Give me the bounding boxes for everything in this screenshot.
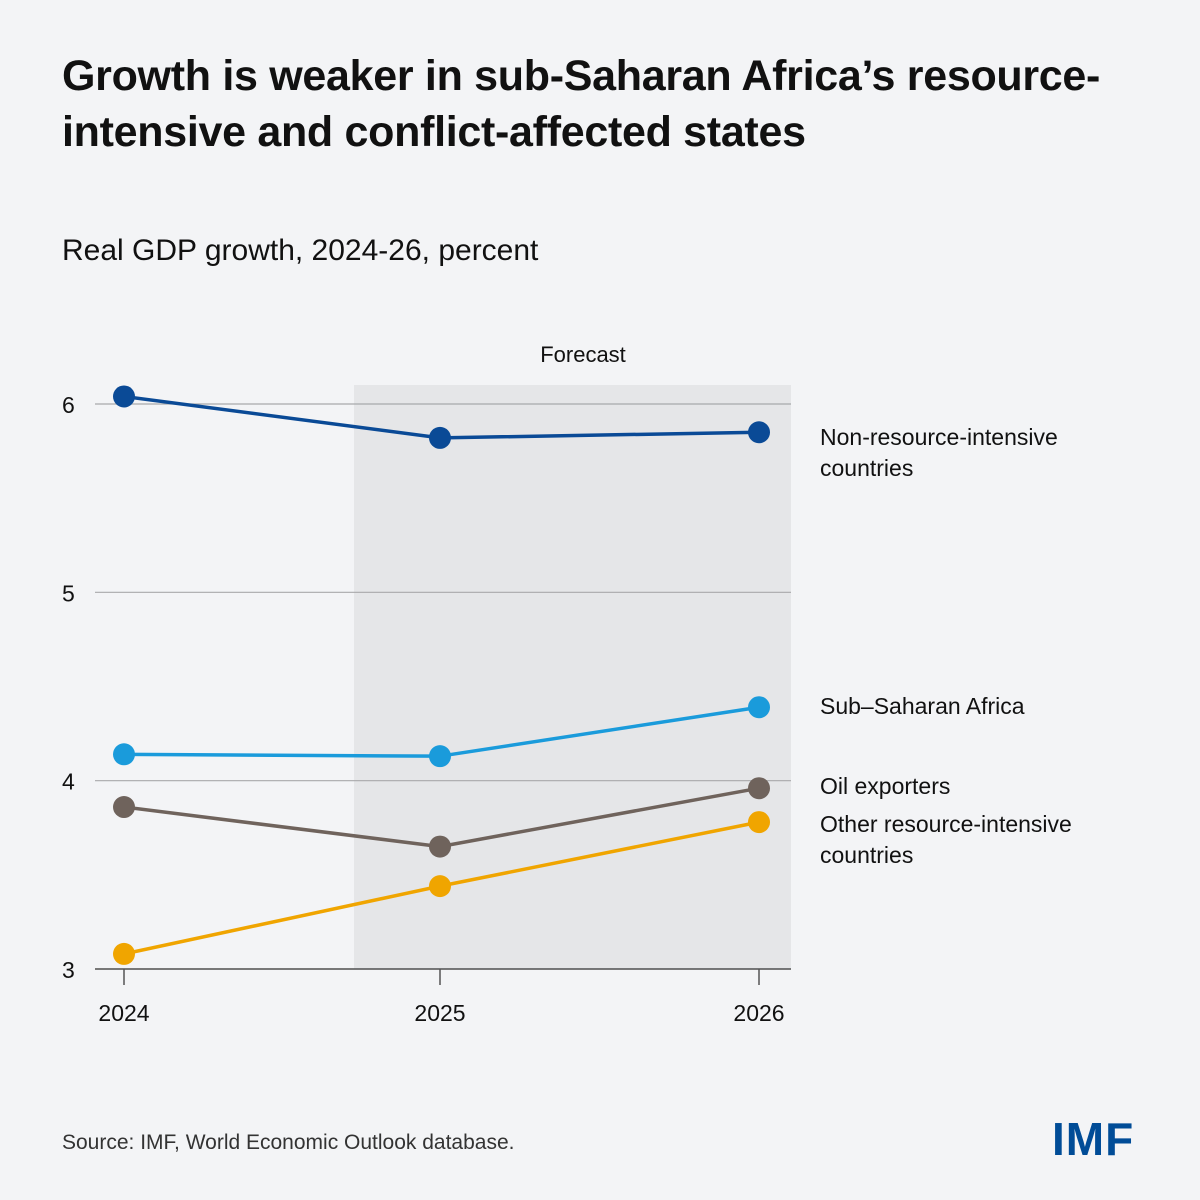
chart-subtitle: Real GDP growth, 2024-26, percent <box>62 234 539 267</box>
data-point <box>113 385 135 408</box>
series-label-oil: Oil exporters <box>820 773 951 799</box>
forecast-shading <box>354 385 791 969</box>
imf-logo: IMF <box>1052 1113 1135 1165</box>
data-point <box>748 811 770 834</box>
y-tick-label: 3 <box>62 957 75 983</box>
x-tick-label: 2026 <box>733 1000 784 1026</box>
chart-title: Growth is weaker in sub-Saharan Africa’s… <box>62 52 1101 156</box>
series-label-ssa: Sub–Saharan Africa <box>820 693 1025 719</box>
x-tick-label: 2024 <box>98 1000 149 1026</box>
x-tick-label: 2025 <box>414 1000 465 1026</box>
data-point <box>748 421 770 444</box>
y-tick-label: 4 <box>62 769 75 795</box>
data-point <box>748 696 770 719</box>
data-point <box>429 875 451 898</box>
data-point <box>748 777 770 800</box>
y-tick-label: 5 <box>62 580 75 606</box>
data-point <box>113 743 135 766</box>
data-point <box>429 835 451 858</box>
data-point <box>113 942 135 965</box>
data-point <box>429 426 451 449</box>
data-point <box>113 796 135 819</box>
y-tick-label: 6 <box>62 392 75 418</box>
series-label-non-resource: Non-resource-intensive countries <box>820 424 1058 481</box>
series-label-other-resource: Other resource-intensive countries <box>820 811 1072 868</box>
forecast-label: Forecast <box>540 342 626 367</box>
data-point <box>429 745 451 768</box>
source-note: Source: IMF, World Economic Outlook data… <box>62 1131 515 1154</box>
